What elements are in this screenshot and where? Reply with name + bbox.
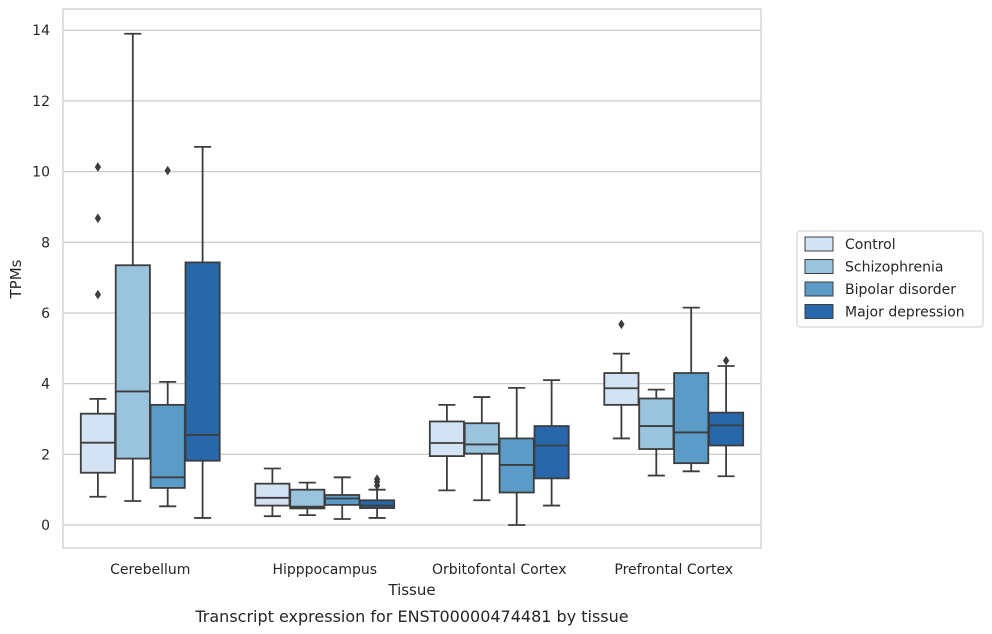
y-tick-label: 14 [32, 23, 50, 39]
box [638, 397, 675, 450]
x-tick-label: Cerebellum [110, 562, 190, 578]
legend-swatch [804, 259, 834, 274]
y-tick-label: 10 [32, 165, 50, 181]
box [533, 425, 570, 480]
legend-frame [796, 230, 984, 328]
y-axis-label: TPMs [7, 259, 25, 299]
outlier-point [618, 319, 625, 330]
x-tick-label: Hipppocampus [272, 562, 377, 578]
legend-label: Major depression [845, 305, 965, 321]
legend-label: Control [845, 237, 896, 253]
outlier-point [94, 162, 102, 172]
legend-swatch [804, 236, 834, 252]
y-tick-label: 2 [41, 447, 50, 463]
y-tick-label: 8 [41, 235, 50, 251]
box [254, 482, 291, 507]
legend-label: Bipolar disorder [845, 282, 956, 298]
x-tick-label: Prefrontal Cortex [614, 562, 733, 578]
box [149, 403, 186, 489]
outlier-point [164, 165, 171, 176]
y-tick-label: 4 [41, 377, 50, 393]
legend: Control Schizophrenia Bipolar disorder Majo… [796, 230, 984, 328]
x-axis-label: Tissue [387, 581, 435, 599]
outlier-point [94, 289, 102, 300]
x-tick-label: Orbitofontal Cortex [432, 562, 567, 578]
y-tick-label: 0 [41, 518, 50, 534]
outlier-point [373, 474, 381, 484]
y-tick-label: 6 [41, 306, 50, 322]
outlier-point [722, 355, 730, 366]
box [289, 488, 326, 510]
boxes-layer [79, 32, 745, 526]
box [359, 499, 396, 509]
legend-swatch [804, 304, 834, 319]
legend-label: Schizophrenia [845, 260, 943, 276]
legend-swatch [804, 281, 834, 297]
box [324, 494, 361, 506]
outlier-point [94, 213, 102, 224]
box [708, 411, 745, 447]
box [673, 372, 710, 465]
box [428, 420, 465, 458]
chart-caption: Transcript expression for ENST0000047448… [194, 607, 628, 626]
box [463, 422, 500, 455]
box [114, 264, 151, 460]
box [184, 261, 221, 462]
x-tick-labels: Cerebellum Hipppocampus Orbitofontal Corte… [110, 562, 733, 578]
y-tick-labels: 0 2 4 6 8 10 12 14 [32, 23, 50, 534]
y-tick-label: 12 [32, 94, 50, 110]
